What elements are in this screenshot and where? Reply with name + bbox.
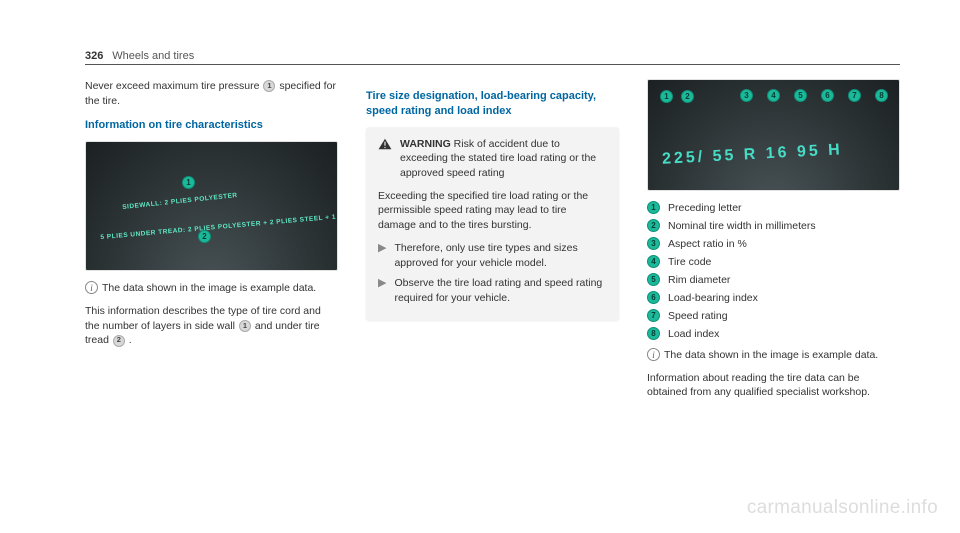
column-3: 1 2 3 4 5 6 7 8 225/ 55 R 16 95 H 1Prece… (647, 79, 900, 408)
legend-label: Aspect ratio in % (668, 238, 747, 250)
callout-1-icon: 1 (660, 90, 673, 103)
legend-badge-icon: 2 (647, 219, 660, 232)
bullet-arrow-icon: ▶ (378, 242, 386, 255)
legend-item: 1 Preceding letter (647, 201, 900, 214)
legend-item: 5 Rim diameter (647, 273, 900, 286)
warning-title: WARNING (400, 138, 451, 150)
note-text: The data shown in the image is example d… (102, 281, 338, 296)
legend-item: 3 Aspect ratio in % (647, 237, 900, 250)
legend-badge-icon: 3 (647, 237, 660, 250)
info-icon: i (647, 348, 660, 361)
badge-1b-icon: 1 (239, 320, 251, 332)
legend-label: Preceding letter (668, 202, 742, 214)
legend-badge-icon: 4 (647, 255, 660, 268)
warning-head-text: WARNING Risk of accident due to exceedin… (400, 137, 607, 181)
callout-3-icon: 3 (740, 89, 753, 102)
callout-7-icon: 7 (848, 89, 861, 102)
col1-intro: Never exceed maximum tire pressure 1 spe… (85, 79, 338, 108)
watermark: carmanualsonline.info (747, 497, 938, 519)
content-columns: Never exceed maximum tire pressure 1 spe… (85, 79, 900, 408)
bullet-arrow-icon: ▶ (378, 277, 386, 290)
badge-2-icon: 2 (113, 335, 125, 347)
col1-heading: Information on tire characteristics (85, 118, 338, 133)
legend-item: 7 Speed rating (647, 309, 900, 322)
legend-item: 2 Nominal tire width in millimeters (647, 219, 900, 232)
tire-size-figure: 1 2 3 4 5 6 7 8 225/ 55 R 16 95 H (647, 79, 900, 191)
col3-closing: Information about reading the tire data … (647, 371, 900, 400)
page-number: 326 (85, 50, 103, 62)
badge-1-icon: 1 (263, 80, 275, 92)
bullet-text: Observe the tire load rating and speed r… (394, 276, 607, 305)
legend-label: Load index (668, 328, 719, 340)
warning-box: WARNING Risk of accident due to exceedin… (366, 127, 619, 320)
tire-characteristics-figure: SIDEWALL: 2 PLIES POLYESTER 5 PLIES UNDE… (85, 141, 338, 271)
col1-info-note: i The data shown in the image is example… (85, 281, 338, 296)
legend-badge-icon: 6 (647, 291, 660, 304)
legend-badge-icon: 1 (647, 201, 660, 214)
section-title: Wheels and tires (112, 50, 194, 62)
col3-info-note: i The data shown in the image is example… (647, 348, 900, 363)
callout-6-icon: 6 (821, 89, 834, 102)
text: . (126, 334, 132, 346)
column-1: Never exceed maximum tire pressure 1 spe… (85, 79, 338, 408)
legend-badge-icon: 8 (647, 327, 660, 340)
info-icon: i (85, 281, 98, 294)
warning-header: WARNING Risk of accident due to exceedin… (378, 137, 607, 181)
page-header: 326 Wheels and tires (85, 50, 900, 65)
legend-label: Speed rating (668, 310, 728, 322)
legend-list: 1 Preceding letter 2 Nominal tire width in… (647, 201, 900, 340)
col2-heading: Tire size designation, load-bearing capa… (366, 89, 619, 119)
callout-row-left: 1 2 (660, 90, 694, 103)
callout-row-right: 3 4 5 6 7 8 (740, 89, 888, 102)
bullet-text: Therefore, only use tire types and sizes… (394, 241, 607, 270)
legend-label: Load-bearing index (668, 292, 758, 304)
callout-8-icon: 8 (875, 89, 888, 102)
warning-triangle-icon (378, 138, 392, 150)
warning-bullet-2: ▶ Observe the tire load rating and speed… (378, 276, 607, 305)
note-text: The data shown in the image is example d… (664, 348, 900, 363)
warning-body: Exceeding the specified tire load rating… (378, 189, 607, 233)
column-2: Tire size designation, load-bearing capa… (366, 79, 619, 408)
legend-label: Rim diameter (668, 274, 730, 286)
legend-label: Tire code (668, 256, 711, 268)
legend-badge-icon: 7 (647, 309, 660, 322)
col1-body: This information describes the type of t… (85, 304, 338, 348)
legend-label: Nominal tire width in millimeters (668, 220, 816, 232)
legend-item: 6 Load-bearing index (647, 291, 900, 304)
callout-2-icon: 2 (681, 90, 694, 103)
callout-5-icon: 5 (794, 89, 807, 102)
warning-bullet-1: ▶ Therefore, only use tire types and siz… (378, 241, 607, 270)
legend-badge-icon: 5 (647, 273, 660, 286)
legend-item: 4 Tire code (647, 255, 900, 268)
legend-item: 8 Load index (647, 327, 900, 340)
callout-4-icon: 4 (767, 89, 780, 102)
text: Never exceed maximum tire pressure (85, 80, 262, 92)
